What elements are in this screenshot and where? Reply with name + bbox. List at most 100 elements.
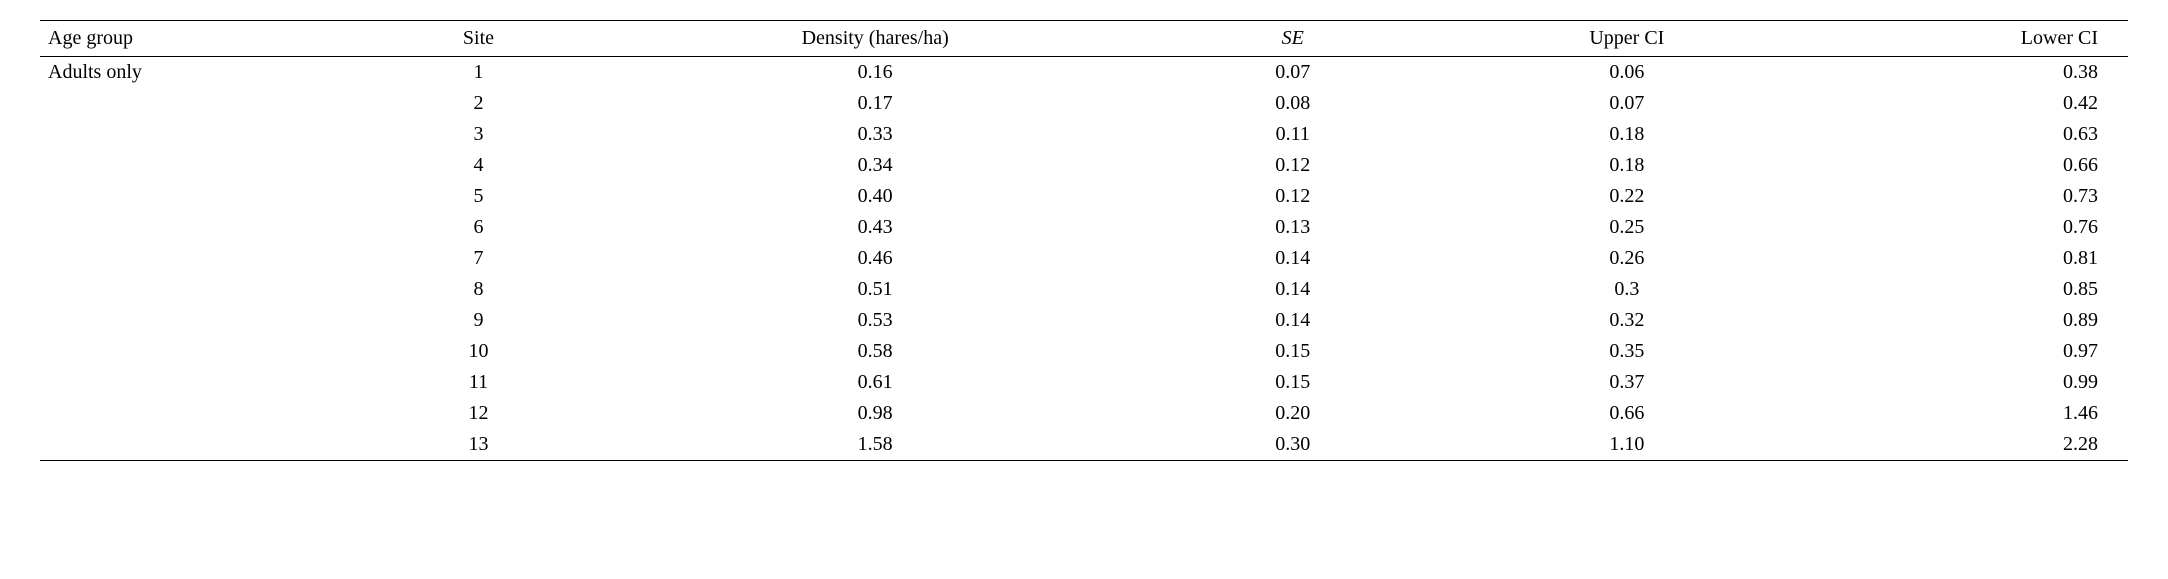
- cell-se: 0.14: [1126, 243, 1460, 274]
- cell-upper-ci: 0.66: [1460, 398, 1794, 429]
- cell-site: 2: [332, 88, 624, 119]
- cell-age-group: [40, 243, 332, 274]
- cell-age-group: [40, 398, 332, 429]
- cell-site: 8: [332, 274, 624, 305]
- table-row: 20.170.080.070.42: [40, 88, 2128, 119]
- density-table: Age group Site Density (hares/ha) SE Upp…: [40, 20, 2128, 461]
- cell-site: 3: [332, 119, 624, 150]
- cell-lower-ci: 0.63: [1794, 119, 2128, 150]
- cell-upper-ci: 0.06: [1460, 57, 1794, 89]
- cell-se: 0.14: [1126, 274, 1460, 305]
- col-header-density: Density (hares/ha): [625, 21, 1126, 57]
- col-header-upper-ci: Upper CI: [1460, 21, 1794, 57]
- table-header-row: Age group Site Density (hares/ha) SE Upp…: [40, 21, 2128, 57]
- cell-lower-ci: 0.38: [1794, 57, 2128, 89]
- cell-site: 4: [332, 150, 624, 181]
- cell-site: 5: [332, 181, 624, 212]
- cell-lower-ci: 0.42: [1794, 88, 2128, 119]
- table-row: 60.430.130.250.76: [40, 212, 2128, 243]
- table-row: 70.460.140.260.81: [40, 243, 2128, 274]
- cell-upper-ci: 0.25: [1460, 212, 1794, 243]
- cell-density: 0.61: [625, 367, 1126, 398]
- table-row: 80.510.140.30.85: [40, 274, 2128, 305]
- table-row: 110.610.150.370.99: [40, 367, 2128, 398]
- table-row: 30.330.110.180.63: [40, 119, 2128, 150]
- cell-upper-ci: 0.37: [1460, 367, 1794, 398]
- cell-density: 0.17: [625, 88, 1126, 119]
- cell-age-group: [40, 429, 332, 461]
- cell-site: 13: [332, 429, 624, 461]
- table-row: 90.530.140.320.89: [40, 305, 2128, 336]
- table-body: Adults only10.160.070.060.3820.170.080.0…: [40, 57, 2128, 461]
- cell-density: 0.34: [625, 150, 1126, 181]
- cell-age-group: [40, 336, 332, 367]
- table-row: 50.400.120.220.73: [40, 181, 2128, 212]
- table-row: 100.580.150.350.97: [40, 336, 2128, 367]
- cell-upper-ci: 0.32: [1460, 305, 1794, 336]
- cell-upper-ci: 0.3: [1460, 274, 1794, 305]
- cell-upper-ci: 0.07: [1460, 88, 1794, 119]
- cell-upper-ci: 1.10: [1460, 429, 1794, 461]
- table-row: 131.580.301.102.28: [40, 429, 2128, 461]
- cell-lower-ci: 0.81: [1794, 243, 2128, 274]
- cell-upper-ci: 0.18: [1460, 119, 1794, 150]
- cell-lower-ci: 0.66: [1794, 150, 2128, 181]
- cell-density: 0.43: [625, 212, 1126, 243]
- cell-site: 7: [332, 243, 624, 274]
- cell-density: 0.46: [625, 243, 1126, 274]
- cell-se: 0.08: [1126, 88, 1460, 119]
- cell-density: 0.53: [625, 305, 1126, 336]
- cell-se: 0.30: [1126, 429, 1460, 461]
- cell-density: 0.16: [625, 57, 1126, 89]
- col-header-lower-ci: Lower CI: [1794, 21, 2128, 57]
- cell-site: 6: [332, 212, 624, 243]
- cell-age-group: [40, 181, 332, 212]
- cell-lower-ci: 0.97: [1794, 336, 2128, 367]
- cell-se: 0.15: [1126, 367, 1460, 398]
- cell-age-group: [40, 88, 332, 119]
- col-header-age-group: Age group: [40, 21, 332, 57]
- cell-se: 0.12: [1126, 181, 1460, 212]
- cell-lower-ci: 1.46: [1794, 398, 2128, 429]
- col-header-site: Site: [332, 21, 624, 57]
- cell-site: 11: [332, 367, 624, 398]
- cell-se: 0.20: [1126, 398, 1460, 429]
- cell-density: 0.40: [625, 181, 1126, 212]
- cell-site: 12: [332, 398, 624, 429]
- cell-se: 0.13: [1126, 212, 1460, 243]
- cell-lower-ci: 0.73: [1794, 181, 2128, 212]
- cell-age-group: [40, 305, 332, 336]
- cell-age-group: Adults only: [40, 57, 332, 89]
- cell-lower-ci: 0.99: [1794, 367, 2128, 398]
- cell-lower-ci: 0.89: [1794, 305, 2128, 336]
- table-row: Adults only10.160.070.060.38: [40, 57, 2128, 89]
- cell-se: 0.14: [1126, 305, 1460, 336]
- cell-density: 1.58: [625, 429, 1126, 461]
- cell-site: 1: [332, 57, 624, 89]
- cell-age-group: [40, 119, 332, 150]
- cell-age-group: [40, 274, 332, 305]
- cell-se: 0.12: [1126, 150, 1460, 181]
- cell-density: 0.58: [625, 336, 1126, 367]
- cell-density: 0.51: [625, 274, 1126, 305]
- cell-se: 0.15: [1126, 336, 1460, 367]
- cell-se: 0.11: [1126, 119, 1460, 150]
- col-header-se: SE: [1126, 21, 1460, 57]
- cell-upper-ci: 0.35: [1460, 336, 1794, 367]
- cell-lower-ci: 2.28: [1794, 429, 2128, 461]
- table-row: 120.980.200.661.46: [40, 398, 2128, 429]
- cell-se: 0.07: [1126, 57, 1460, 89]
- cell-density: 0.98: [625, 398, 1126, 429]
- table-row: 40.340.120.180.66: [40, 150, 2128, 181]
- cell-upper-ci: 0.22: [1460, 181, 1794, 212]
- cell-age-group: [40, 212, 332, 243]
- cell-age-group: [40, 150, 332, 181]
- cell-upper-ci: 0.26: [1460, 243, 1794, 274]
- cell-site: 9: [332, 305, 624, 336]
- cell-upper-ci: 0.18: [1460, 150, 1794, 181]
- cell-lower-ci: 0.85: [1794, 274, 2128, 305]
- cell-site: 10: [332, 336, 624, 367]
- cell-density: 0.33: [625, 119, 1126, 150]
- cell-age-group: [40, 367, 332, 398]
- cell-lower-ci: 0.76: [1794, 212, 2128, 243]
